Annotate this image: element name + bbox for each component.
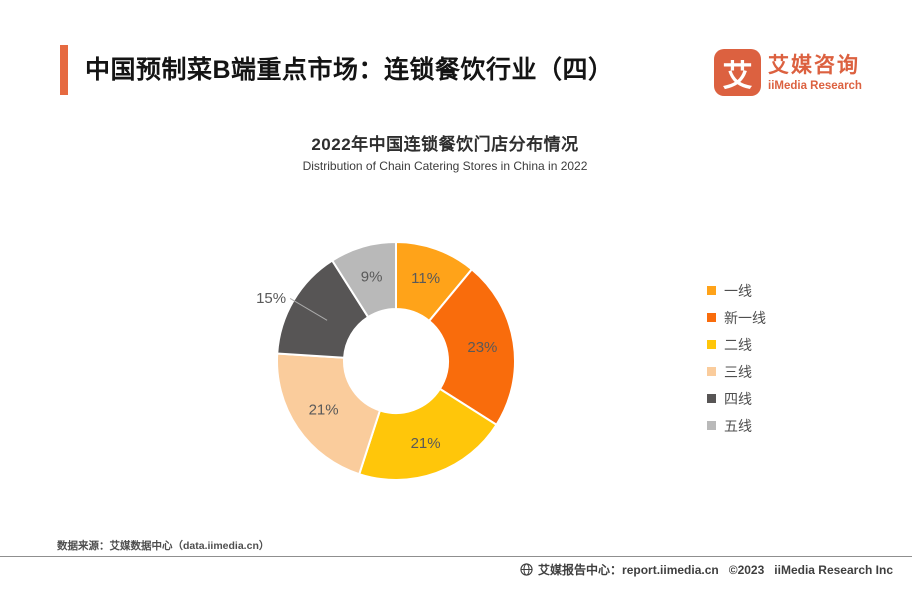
- legend-item-五线: 五线: [707, 417, 766, 434]
- legend-swatch: [707, 394, 716, 403]
- slice-label-三线: 21%: [309, 402, 339, 419]
- legend-label: 一线: [724, 282, 752, 299]
- company-name: iiMedia Research Inc: [774, 562, 893, 577]
- title-accent-bar: [60, 45, 68, 95]
- legend-label: 四线: [724, 390, 752, 407]
- data-source-note: 数据来源：艾媒数据中心（data.iimedia.cn）: [57, 540, 270, 552]
- legend-item-一线: 一线: [707, 282, 766, 299]
- chart-subtitle: Distribution of Chain Catering Stores in…: [302, 159, 588, 173]
- legend-item-四线: 四线: [707, 390, 766, 407]
- legend-swatch: [707, 367, 716, 376]
- label-leader-line: [289, 297, 328, 321]
- slice-label-二线: 21%: [411, 435, 441, 452]
- donut-slice-三线: [276, 352, 382, 476]
- legend-swatch: [707, 340, 716, 349]
- legend-label: 二线: [724, 336, 752, 353]
- page-title: 中国预制菜B端重点市场：连锁餐饮行业（四）: [85, 56, 614, 84]
- slice-label-四线: 15%: [256, 290, 286, 307]
- legend-swatch: [707, 286, 716, 295]
- iimedia-logo-text: 艾媒咨询 iiMedia Research: [768, 49, 862, 96]
- legend-label: 三线: [724, 363, 752, 380]
- logo-name-cn: 艾媒咨询: [768, 53, 860, 77]
- footer-divider: [0, 556, 912, 557]
- copyright-text: ©2023: [728, 562, 765, 577]
- legend-item-新一线: 新一线: [707, 309, 766, 326]
- logo-name-en: iiMedia Research: [768, 79, 862, 92]
- iimedia-logo: 艾 艾媒咨询 iiMedia Research: [714, 49, 862, 96]
- chart-legend: 一线新一线二线三线四线五线: [707, 283, 766, 445]
- globe-icon: [520, 563, 533, 576]
- donut-slice-二线: [357, 387, 498, 481]
- footer-info: 艾媒报告中心：report.iimedia.cn ©2023 iiMedia R…: [520, 561, 893, 578]
- legend-label: 新一线: [724, 309, 766, 326]
- legend-item-三线: 三线: [707, 363, 766, 380]
- legend-swatch: [707, 313, 716, 322]
- legend-item-二线: 二线: [707, 336, 766, 353]
- donut-slice-五线: [330, 240, 397, 319]
- slice-label-新一线: 23%: [467, 339, 497, 356]
- iimedia-logo-icon: 艾: [714, 49, 761, 96]
- slice-label-一线: 11%: [411, 270, 440, 287]
- legend-swatch: [707, 421, 716, 430]
- legend-label: 五线: [724, 417, 752, 434]
- chart-title: 2022年中国连锁餐饮门店分布情况: [311, 135, 579, 154]
- donut-slice-新一线: [427, 267, 516, 427]
- slice-label-五线: 9%: [361, 269, 383, 286]
- report-center-link: 艾媒报告中心：report.iimedia.cn: [538, 563, 719, 577]
- donut-chart: 11% 23% 21% 21% 15% 9%: [256, 240, 516, 481]
